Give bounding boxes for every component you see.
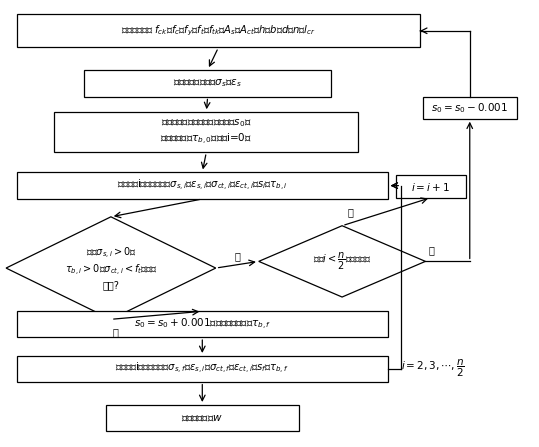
Text: $i=2,3,\cdots,\dfrac{n}{2}$: $i=2,3,\cdots,\dfrac{n}{2}$ — [401, 358, 465, 380]
FancyBboxPatch shape — [423, 97, 517, 119]
FancyBboxPatch shape — [17, 14, 420, 47]
FancyBboxPatch shape — [84, 70, 331, 97]
Text: 判断$\sigma_{s,i}>0$，
$\tau_{b,i}>0$，$\sigma_{ct,i}<f_t$是否都
成立?: 判断$\sigma_{s,i}>0$， $\tau_{b,i}>0$，$\sig… — [65, 246, 157, 290]
Text: 计算裂缝截面处的$\sigma_s$和$\varepsilon_s$: 计算裂缝截面处的$\sigma_s$和$\varepsilon_s$ — [173, 77, 242, 89]
Text: $s_0=s_0-0.001$: $s_0=s_0-0.001$ — [431, 101, 508, 115]
FancyBboxPatch shape — [17, 172, 388, 199]
FancyBboxPatch shape — [396, 175, 466, 198]
FancyBboxPatch shape — [17, 311, 388, 337]
Text: 否: 否 — [234, 251, 240, 261]
Text: 是: 是 — [112, 327, 118, 337]
Text: 计算裂缝宽度$w$: 计算裂缝宽度$w$ — [182, 413, 223, 423]
Text: $s_0=s_0+0.001$，并计算黏结应力$\tau_{b,f}$: $s_0=s_0+0.001$，并计算黏结应力$\tau_{b,f}$ — [134, 316, 271, 332]
FancyBboxPatch shape — [17, 356, 388, 382]
Text: 确定基本参数 $f_{ck}$，$f_c$，$f_y$，$f_t$，$f_{tk}$，$A_s$，$A_{ct}$，$h$，$b$，$d$，$n$和$l_{cr: 确定基本参数 $f_{ck}$，$f_c$，$f_y$，$f_t$，$f_{tk… — [121, 24, 316, 38]
Polygon shape — [259, 226, 425, 297]
Text: 判断$i<\dfrac{n}{2}$是否成立？: 判断$i<\dfrac{n}{2}$是否成立？ — [313, 251, 371, 272]
Text: 假设母单元裂缝截面处滑移量为$s_0$，
计算黏结应力$\tau_{b,0}$，并令i=0。: 假设母单元裂缝截面处滑移量为$s_0$， 计算黏结应力$\tau_{b,0}$，… — [160, 118, 252, 147]
FancyBboxPatch shape — [106, 405, 299, 431]
Polygon shape — [6, 217, 216, 319]
Text: 分别计算i裂缝截面处的$\sigma_{s,i}$，$\varepsilon_{s,i}$，$\sigma_{ct,i}$，$\varepsilon_{ct,i: 分别计算i裂缝截面处的$\sigma_{s,i}$，$\varepsilon_{… — [117, 178, 288, 193]
Text: $i=i+1$: $i=i+1$ — [411, 181, 450, 193]
Text: 否: 否 — [428, 245, 434, 255]
FancyBboxPatch shape — [54, 112, 358, 152]
Text: 分别计算i裂缝截面处的$\sigma_{s,f}$，$\varepsilon_{s,i}$，$\sigma_{ct,f}$，$\varepsilon_{ct,i: 分别计算i裂缝截面处的$\sigma_{s,f}$，$\varepsilon_{… — [115, 361, 289, 376]
Text: 是: 是 — [348, 207, 354, 217]
